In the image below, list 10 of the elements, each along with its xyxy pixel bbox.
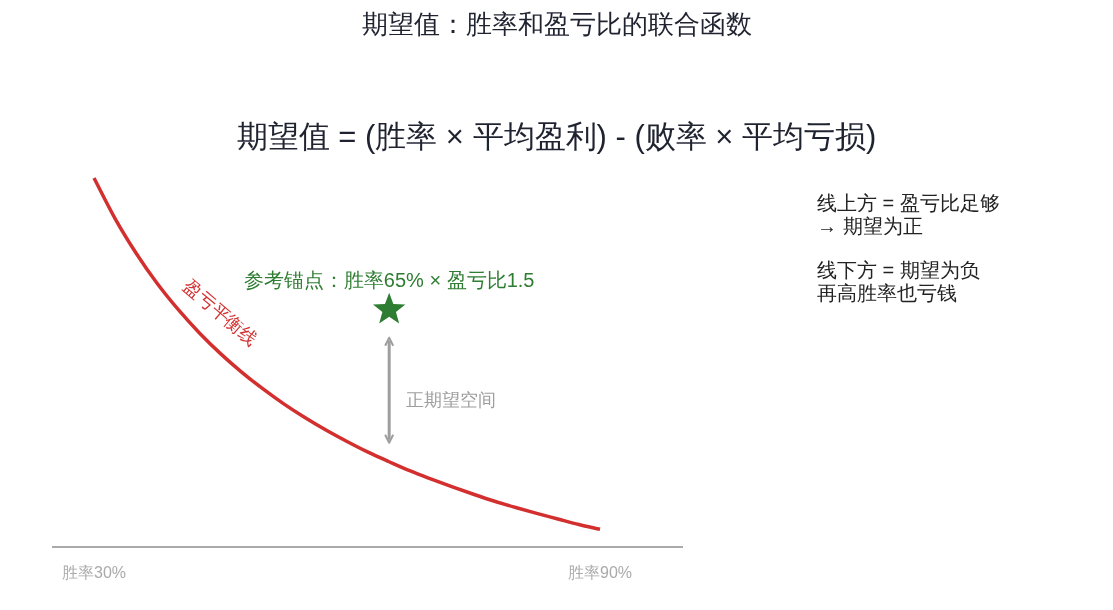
- annotation: 再高胜率也亏钱: [817, 282, 957, 305]
- series-label: 参考锚点：胜率65% × 盈亏比1.5: [243, 268, 535, 291]
- subtitle: 期望值 = (胜率 × 平均盈利) - (败率 × 平均亏损): [236, 119, 877, 154]
- title: 期望值：胜率和盈亏比的联合函数: [361, 9, 752, 39]
- x-tick: 胜率30%: [62, 564, 126, 581]
- annotation: 正期望空间: [406, 390, 497, 410]
- annotation: 线下方 = 期望为负: [817, 259, 980, 282]
- annotation: → 期望为正: [817, 215, 923, 238]
- x-tick: 胜率90%: [568, 564, 632, 581]
- annotation: 线上方 = 盈亏比足够: [817, 192, 1000, 215]
